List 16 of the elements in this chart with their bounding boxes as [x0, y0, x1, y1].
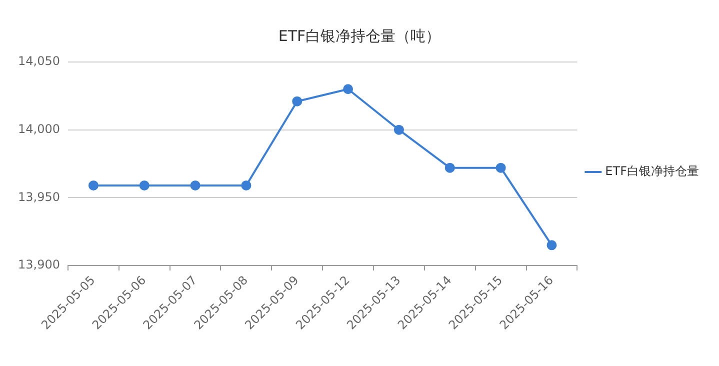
point: [343, 84, 354, 94]
point: [496, 162, 506, 173]
point: [546, 240, 557, 250]
point: [88, 180, 98, 190]
legend-label: ETF白银净持仓量: [605, 164, 700, 178]
point: [190, 180, 200, 190]
point: [292, 96, 302, 106]
y-tick-label: 14,050: [18, 54, 60, 68]
point: [139, 180, 150, 190]
point: [394, 124, 404, 135]
chart-title: ETF白银净持仓量（吨）: [278, 26, 441, 45]
y-tick-label: 13,900: [18, 258, 60, 272]
point: [444, 162, 455, 173]
point: [241, 180, 252, 190]
y-tick-label: 14,000: [18, 122, 60, 136]
y-tick-label: 13,950: [18, 190, 60, 204]
